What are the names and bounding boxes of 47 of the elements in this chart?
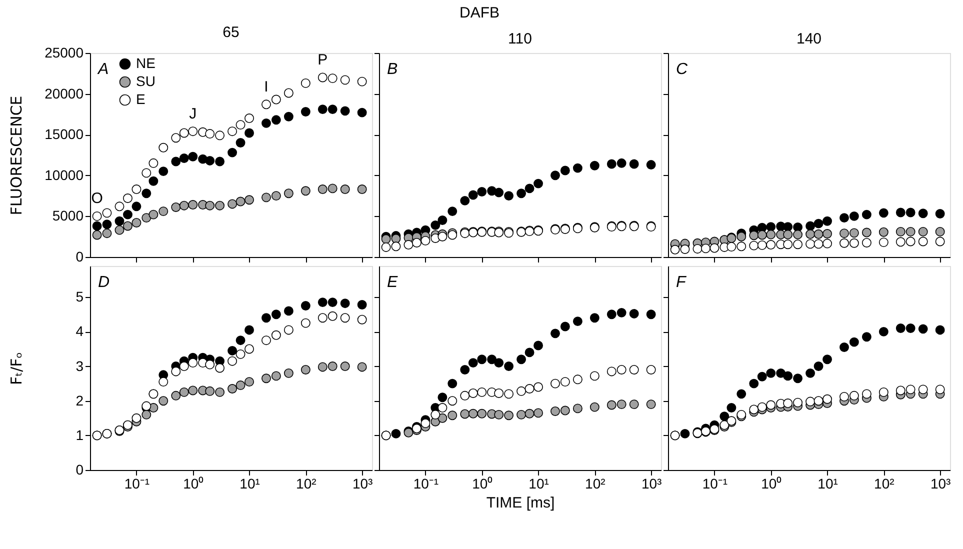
chart-title: 140 bbox=[796, 30, 822, 48]
x-tick-label: 10³ bbox=[930, 476, 952, 492]
annotation: J bbox=[189, 105, 197, 122]
annotation: B bbox=[387, 61, 398, 78]
legend-label: E bbox=[136, 91, 146, 107]
y-tick-label: 0 bbox=[76, 248, 84, 264]
y-tick-label: 25000 bbox=[44, 44, 84, 60]
x-tick-label: 10⁻¹ bbox=[124, 476, 150, 492]
annotation: F bbox=[676, 274, 687, 291]
annotation: I bbox=[264, 78, 268, 96]
y-axis-title: Fₜ/Fₒ bbox=[8, 352, 26, 385]
x-tick-label: 10⁰ bbox=[472, 476, 493, 492]
annotation: P bbox=[318, 51, 328, 68]
x2-axis-title: DAFB bbox=[459, 4, 500, 22]
annotation: O bbox=[91, 190, 103, 208]
x-tick-label: 10² bbox=[296, 476, 317, 492]
x-tick-label: 10² bbox=[874, 476, 895, 492]
y-tick-label: 20000 bbox=[44, 85, 84, 102]
x-tick-label: 10⁰ bbox=[183, 476, 204, 492]
legend-label: NE bbox=[136, 55, 156, 71]
x-tick-label: 10¹ bbox=[240, 476, 260, 492]
y-tick-label: 3 bbox=[76, 358, 84, 374]
chart-title: 65 bbox=[222, 24, 240, 41]
x-tick-label: 10⁻¹ bbox=[702, 476, 728, 492]
y-tick-label: 1 bbox=[76, 426, 84, 443]
y-tick-label: 4 bbox=[76, 323, 84, 340]
x-tick-label: 10² bbox=[585, 476, 606, 492]
y-tick-label: 2 bbox=[76, 392, 84, 408]
annotation: D bbox=[98, 274, 110, 291]
y-tick-label: 5000 bbox=[52, 208, 84, 224]
x-axis-title: TIME [ms] bbox=[486, 494, 555, 512]
y-tick-label: 15000 bbox=[44, 126, 84, 142]
y-axis-title: FLUORESCENCE bbox=[8, 96, 26, 216]
x-tick-label: 10³ bbox=[641, 476, 662, 492]
x-tick-label: 10³ bbox=[352, 476, 374, 492]
x-tick-label: 10¹ bbox=[528, 476, 550, 492]
annotation: E bbox=[387, 274, 398, 291]
x-tick-label: 10¹ bbox=[818, 476, 838, 492]
y-tick-label: 0 bbox=[76, 462, 84, 478]
annotation: A bbox=[97, 61, 109, 78]
x-tick-label: 10⁻¹ bbox=[413, 476, 439, 492]
x-tick-label: 10⁰ bbox=[761, 476, 782, 492]
legend-label: SU bbox=[136, 73, 156, 89]
annotation: C bbox=[676, 61, 688, 78]
chart-title: 110 bbox=[508, 30, 532, 48]
y-tick-label: 10000 bbox=[44, 166, 84, 183]
y-tick-label: 5 bbox=[76, 288, 84, 305]
